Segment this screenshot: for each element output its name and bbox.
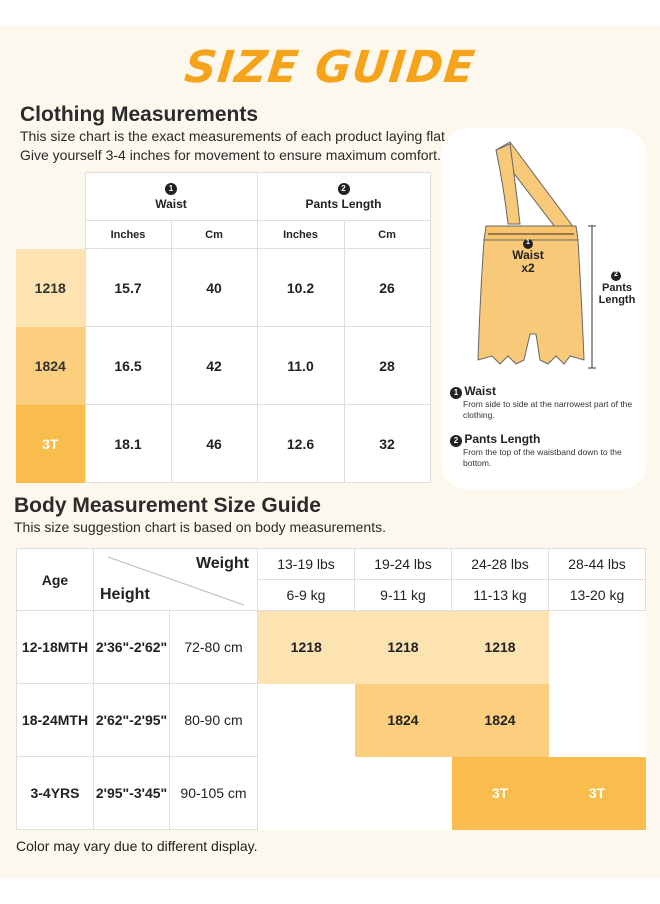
size-cell: 1824: [451, 683, 549, 757]
weight-lbs: 24-28 lbs: [451, 548, 549, 580]
length-diagram-text-2: Length: [598, 294, 636, 306]
weight-kg: 9-11 kg: [354, 579, 452, 611]
legend-title: Pants Length: [464, 432, 541, 446]
clothing-table: 1 Waist 2 Pants Length Inches Cm Inches …: [16, 172, 431, 483]
measurement-diagram-card: 1 Waist x2 2 Pants Length 1 Waist From s…: [442, 128, 646, 490]
size-cell: 3T: [548, 756, 646, 830]
table-row: 3-4YRS 2'95"-3'45" 90-105 cm 3T 3T: [16, 756, 646, 830]
weight-height-header: Weight Height: [93, 548, 258, 611]
table-cell: 40: [170, 248, 258, 327]
length-diagram-label: Pants Length: [594, 282, 640, 306]
number-badge: 2: [450, 434, 462, 447]
clothing-heading: Clothing Measurements: [20, 103, 259, 126]
table-row: 3T 18.1 46 12.6 32: [16, 404, 431, 483]
height-in-cell: 2'36"-2'62": [93, 610, 170, 684]
weight-kg: 11-13 kg: [451, 579, 549, 611]
table-row: 12-18MTH 2'36"-2'62" 72-80 cm 1218 1218 …: [16, 610, 646, 684]
weight-lbs: 13-19 lbs: [257, 548, 355, 580]
table-cell: 46: [170, 404, 258, 483]
waist-diagram-text: Waist: [512, 248, 544, 262]
height-in-cell: 2'95"-3'45": [93, 756, 170, 830]
table-cell: 42: [170, 326, 258, 405]
body-heading: Body Measurement Size Guide: [14, 494, 321, 517]
size-cell: 1218: [257, 610, 355, 684]
height-cm-cell: 90-105 cm: [169, 756, 258, 830]
unit-header: Inches: [84, 220, 172, 249]
table-corner: [16, 173, 85, 249]
age-header: Age: [16, 548, 94, 611]
weight-lbs: 28-44 lbs: [548, 548, 646, 580]
weight-kg: 13-20 kg: [548, 579, 646, 611]
legend-waist: 1 Waist From side to side at the narrowe…: [450, 384, 642, 421]
legend-title: Waist: [464, 384, 496, 398]
table-cell: 32: [343, 404, 431, 483]
age-cell: 18-24MTH: [16, 683, 94, 757]
size-cell: 3T: [451, 756, 549, 830]
size-label: 3T: [16, 404, 85, 483]
empty-cell: [548, 683, 646, 757]
table-cell: 18.1: [84, 404, 172, 483]
size-cell: 1824: [354, 683, 452, 757]
weight-lbs: 19-24 lbs: [354, 548, 452, 580]
pants-length-header: 2 Pants Length: [256, 172, 431, 221]
length-number: 2: [614, 271, 618, 278]
waist-diagram-label: Waist x2: [508, 249, 548, 275]
table-row: 18-24MTH 2'62"-2'95" 80-90 cm 1824 1824: [16, 683, 646, 757]
table-row: 1824 16.5 42 11.0 28: [16, 326, 431, 405]
page-title: SIZE GUIDE: [182, 42, 478, 93]
age-cell: 3-4YRS: [16, 756, 94, 830]
unit-header: Cm: [170, 220, 258, 249]
size-cell: 1218: [354, 610, 452, 684]
empty-cell: [257, 683, 355, 757]
age-cell: 12-18MTH: [16, 610, 94, 684]
waist-multiplier: x2: [521, 261, 535, 275]
waist-number: 1: [526, 239, 530, 246]
clothing-subtitle-line2: Give yourself 3-4 inches for movement to…: [20, 147, 441, 163]
empty-cell: [354, 756, 452, 830]
legend-description: From the top of the waistband down to th…: [463, 446, 622, 468]
number-badge: 2: [337, 183, 350, 196]
table-cell: 12.6: [256, 404, 345, 483]
height-in-cell: 2'62"-2'95": [93, 683, 170, 757]
size-cell: 1218: [451, 610, 549, 684]
diagonal-divider: [107, 556, 245, 606]
height-header: Height: [100, 586, 150, 603]
table-row: 1218 15.7 40 10.2 26: [16, 248, 431, 327]
clothing-subtitle-line1: This size chart is the exact measurement…: [20, 128, 449, 144]
size-label: 1824: [16, 326, 85, 405]
body-size-table: Age Weight Height 13-19 lbs 19-24 lbs 24…: [16, 548, 646, 830]
unit-header: Cm: [343, 220, 431, 249]
height-cm-cell: 72-80 cm: [169, 610, 258, 684]
table-cell: 28: [343, 326, 431, 405]
height-cm-cell: 80-90 cm: [169, 683, 258, 757]
length-diagram-text-1: Pants: [602, 282, 632, 294]
size-label: 1218: [16, 248, 85, 327]
overall-illustration: [477, 141, 621, 369]
empty-cell: [257, 756, 355, 830]
body-subtitle: This size suggestion chart is based on b…: [14, 519, 386, 535]
color-disclaimer: Color may vary due to different display.: [16, 838, 258, 854]
table-cell: 26: [343, 248, 431, 327]
weight-kg: 6-9 kg: [257, 579, 355, 611]
table-cell: 16.5: [84, 326, 172, 405]
unit-header: Inches: [256, 220, 345, 249]
weight-header: Weight: [195, 555, 249, 572]
waist-header: 1 Waist: [84, 172, 258, 221]
table-cell: 11.0: [256, 326, 345, 405]
number-badge: 1: [450, 386, 462, 399]
waist-header-label: Waist: [155, 196, 187, 211]
empty-cell: [548, 610, 646, 684]
pants-length-header-label: Pants Length: [305, 196, 382, 211]
legend-description: From side to side at the narrowest part …: [463, 398, 633, 420]
number-badge: 1: [165, 183, 177, 196]
table-cell: 10.2: [256, 248, 345, 327]
legend-pants-length: 2 Pants Length From the top of the waist…: [450, 432, 642, 469]
table-cell: 15.7: [84, 248, 172, 327]
